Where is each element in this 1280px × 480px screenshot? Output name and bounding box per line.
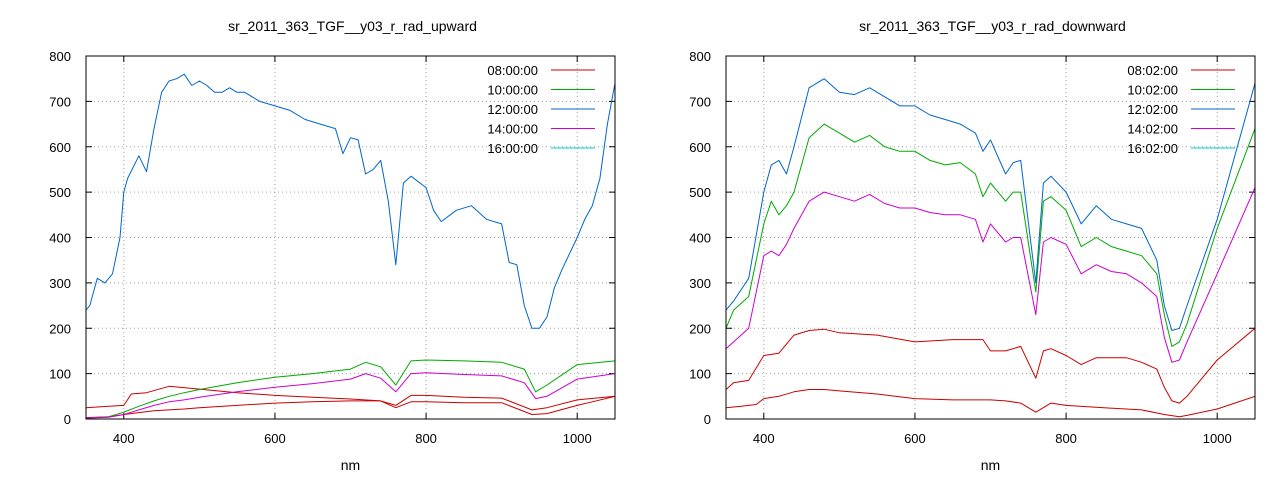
y-tick-label: 0	[64, 412, 71, 427]
y-tick-label: 0	[704, 412, 711, 427]
x-axis-label: nm	[981, 457, 1000, 473]
legend-entry-label: 12:00:00	[487, 102, 538, 117]
series-line	[86, 395, 615, 419]
y-tick-label: 200	[49, 321, 71, 336]
plot-frame	[725, 55, 1256, 420]
y-tick-label: 300	[49, 276, 71, 291]
x-tick-label: 400	[753, 431, 775, 446]
y-tick-label: 300	[689, 276, 711, 291]
legend-entry-label: 16:02:00	[1127, 141, 1178, 156]
x-tick-label: 800	[415, 431, 437, 446]
y-tick-label: 400	[49, 231, 71, 246]
series-line	[726, 187, 1255, 363]
legend-entry-label: 08:02:00	[1127, 63, 1178, 78]
x-tick-label: 400	[113, 431, 135, 446]
y-tick-label: 700	[49, 94, 71, 109]
x-tick-label: 1000	[563, 431, 592, 446]
y-tick-label: 200	[689, 321, 711, 336]
x-tick-label: 1000	[1203, 431, 1232, 446]
legend-entry-label: 12:02:00	[1127, 102, 1178, 117]
series-line	[726, 78, 1255, 331]
plot-frame	[85, 55, 616, 420]
legend-entry-label: 14:00:00	[487, 122, 538, 137]
series-line	[86, 385, 615, 411]
y-tick-label: 800	[49, 49, 71, 64]
series-line	[726, 123, 1255, 347]
series-line	[86, 372, 615, 419]
chart-1: 400 600 800 1000 0 100 200 300 400 500 600 700 800 sr…	[49, 18, 616, 473]
y-tick-label: 800	[689, 49, 711, 64]
series-group	[86, 73, 615, 419]
y-tick-label: 400	[689, 231, 711, 246]
y-tick-label: 100	[689, 367, 711, 382]
x-tick-label: 600	[904, 431, 926, 446]
series-line	[726, 327, 1255, 404]
series-line	[86, 359, 615, 419]
y-tick-label: 700	[689, 94, 711, 109]
legend-entry-label: 14:02:00	[1127, 122, 1178, 137]
chart-title: sr_2011_363_TGF__y03_r_rad_downward	[859, 18, 1126, 34]
y-tick-label: 600	[689, 140, 711, 155]
series-group	[726, 78, 1255, 419]
series-line	[726, 389, 1255, 418]
legend-entry-label: 08:00:00	[487, 63, 538, 78]
y-tick-label: 100	[49, 367, 71, 382]
y-tick-label: 500	[689, 185, 711, 200]
y-tick-label: 500	[49, 185, 71, 200]
chart-2: 400 600 800 1000 0 100 200 300 400 500 600 700 800 sr…	[689, 18, 1256, 473]
x-tick-label: 800	[1055, 431, 1077, 446]
x-axis-label: nm	[341, 457, 360, 473]
legend-entry-label: 10:00:00	[487, 83, 538, 98]
x-tick-label: 600	[264, 431, 286, 446]
chart-title: sr_2011_363_TGF__y03_r_rad_upward	[228, 18, 477, 34]
legend-entry-label: 16:00:00	[487, 141, 538, 156]
y-tick-label: 600	[49, 140, 71, 155]
legend-entry-label: 10:02:00	[1127, 83, 1178, 98]
series-line	[86, 73, 615, 329]
